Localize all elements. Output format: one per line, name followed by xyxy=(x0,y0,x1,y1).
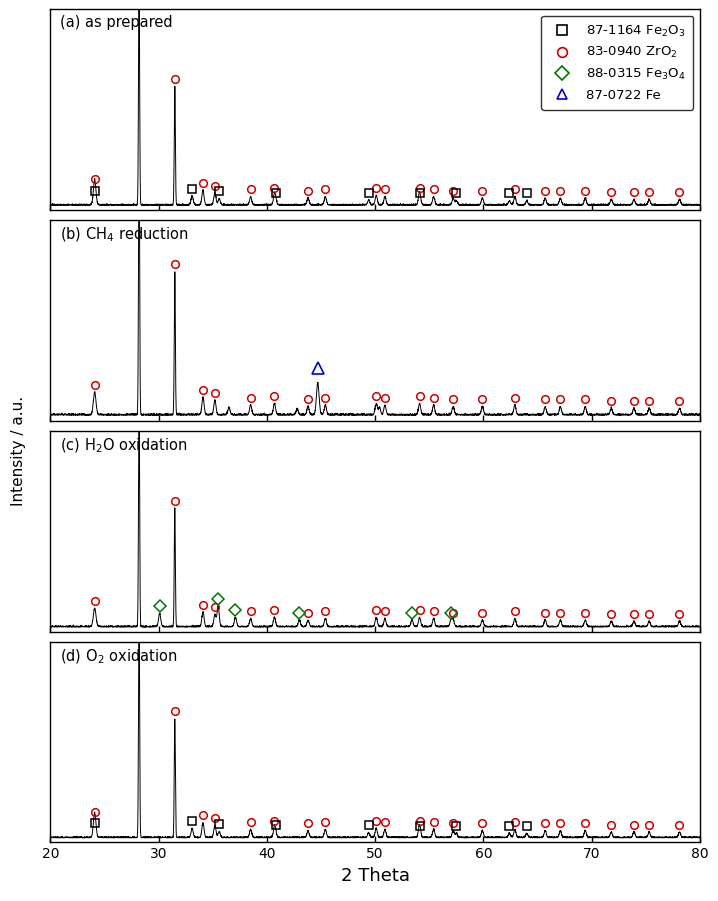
Text: (a) as prepared: (a) as prepared xyxy=(60,15,172,30)
Text: (c) H$_2$O oxidation: (c) H$_2$O oxidation xyxy=(60,437,187,455)
Legend: 87-1164 Fe$_2$O$_3$, 83-0940 ZrO$_2$, 88-0315 Fe$_3$O$_4$, 87-0722 Fe: 87-1164 Fe$_2$O$_3$, 83-0940 ZrO$_2$, 88… xyxy=(541,15,694,110)
Text: Intensity / a.u.: Intensity / a.u. xyxy=(11,396,26,505)
Text: (b) CH$_4$ reduction: (b) CH$_4$ reduction xyxy=(60,226,189,244)
Text: (d) O$_2$ oxidation: (d) O$_2$ oxidation xyxy=(60,648,177,666)
X-axis label: 2 Theta: 2 Theta xyxy=(340,867,410,885)
